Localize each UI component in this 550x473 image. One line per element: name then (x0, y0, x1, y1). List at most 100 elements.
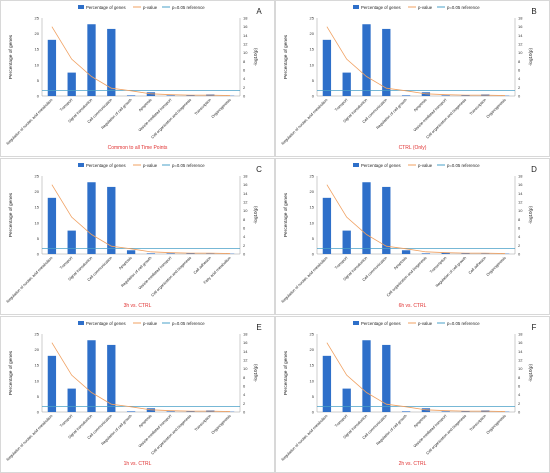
bar (67, 72, 76, 96)
y-tick-right: 10 (518, 50, 523, 55)
y-tick-right: 18 (518, 332, 523, 337)
panel-caption: 6h vs. CTRL (399, 303, 427, 309)
bar (322, 355, 332, 412)
panel-letter: E (256, 323, 261, 332)
legend-line-label: p-value (418, 5, 433, 10)
y-tick-right: 2 (518, 85, 521, 90)
y-tick-right: 4 (518, 392, 521, 397)
y-tick-right: 8 (518, 59, 521, 64)
y-tick-right: 14 (243, 191, 248, 196)
y-tick-left: 5 (312, 78, 315, 83)
panel-border (0, 0, 275, 157)
y-tick-right: 0 (518, 252, 521, 257)
bar (146, 253, 156, 254)
legend: Percentage of genes p-value p=0.05 referen… (78, 321, 205, 326)
p-value-line (51, 184, 231, 254)
y-axis-right-title: -log10(p) (253, 363, 258, 382)
p-value-line (326, 184, 506, 254)
legend-ref-label: p=0.05 reference (447, 321, 480, 326)
y-tick-right: 16 (518, 182, 523, 187)
y-tick-right: 6 (518, 384, 521, 389)
panel-letter: C (256, 165, 262, 174)
chart-panel: D Percentage of genes p-value p=0.05 refere… (275, 158, 550, 315)
bar (186, 411, 195, 412)
y-tick-left: 5 (312, 394, 315, 399)
y-tick-left: 15 (310, 47, 315, 52)
y-tick-right: 8 (518, 375, 521, 380)
bar (126, 411, 136, 412)
bar (401, 95, 411, 96)
legend: Percentage of genes p-value p=0.05 referen… (78, 5, 205, 10)
y-tick-left: 20 (35, 347, 40, 352)
y-tick-right: 4 (518, 76, 521, 81)
y-tick-left: 5 (37, 394, 40, 399)
y-axis-right-title: -log10(p) (528, 205, 533, 224)
y-tick-left: 20 (310, 31, 315, 36)
legend-bar-label: Percentage of genes (361, 163, 401, 168)
y-tick-left: 0 (312, 94, 315, 99)
legend-ref-label: p=0.05 reference (172, 321, 205, 326)
y-tick-right: 6 (518, 226, 521, 231)
y-tick-right: 16 (518, 24, 523, 29)
y-tick-right: 6 (243, 384, 246, 389)
legend: Percentage of genes p-value p=0.05 referen… (353, 321, 480, 326)
y-tick-right: 8 (243, 375, 246, 380)
legend: Percentage of genes p-value p=0.05 referen… (353, 5, 480, 10)
y-tick-left: 10 (35, 378, 40, 383)
p-value-line (326, 342, 506, 412)
bar (362, 182, 371, 254)
bar (166, 253, 175, 254)
y-tick-right: 18 (518, 174, 523, 179)
y-tick-left: 25 (35, 174, 40, 179)
bar (401, 250, 411, 254)
legend-bar-swatch (78, 5, 84, 9)
y-tick-left: 10 (310, 378, 315, 383)
p-value-line (51, 26, 231, 96)
y-tick-left: 0 (37, 94, 40, 99)
y-tick-right: 10 (243, 208, 248, 213)
y-tick-right: 10 (518, 208, 523, 213)
y-tick-left: 15 (310, 363, 315, 368)
y-tick-right: 14 (518, 191, 523, 196)
bar (461, 411, 470, 412)
y-tick-right: 4 (243, 76, 246, 81)
panel-caption: 1h vs. CTRL (124, 461, 152, 467)
y-axis-right-title: -log10(p) (253, 205, 258, 224)
legend-bar-swatch (353, 321, 359, 325)
bar (461, 253, 470, 254)
legend: Percentage of genes p-value p=0.05 referen… (353, 163, 480, 168)
y-tick-left: 10 (35, 220, 40, 225)
y-tick-right: 6 (243, 226, 246, 231)
legend: Percentage of genes p-value p=0.05 referen… (78, 163, 205, 168)
bar (342, 72, 351, 96)
y-tick-right: 12 (243, 358, 248, 363)
bar (87, 340, 96, 412)
y-tick-right: 0 (518, 94, 521, 99)
y-tick-right: 0 (243, 252, 246, 257)
y-tick-right: 12 (243, 42, 248, 47)
bar (87, 182, 96, 254)
legend-line-label: p-value (143, 163, 158, 168)
legend-bar-label: Percentage of genes (86, 5, 126, 10)
legend-bar-label: Percentage of genes (86, 163, 126, 168)
bar (87, 24, 96, 97)
y-tick-right: 14 (518, 349, 523, 354)
y-tick-right: 0 (518, 410, 521, 415)
y-tick-right: 14 (518, 33, 523, 38)
panel-border (275, 316, 550, 473)
y-axis-right-title: -log10(p) (528, 363, 533, 382)
y-axis-left-title: Percentage of genes (8, 350, 14, 395)
bar (322, 197, 332, 254)
panel-border (275, 0, 550, 157)
y-tick-right: 0 (243, 94, 246, 99)
legend-bar-swatch (78, 163, 84, 167)
y-tick-left: 20 (35, 31, 40, 36)
y-tick-left: 0 (312, 410, 315, 415)
y-tick-left: 10 (310, 220, 315, 225)
y-tick-left: 5 (37, 78, 40, 83)
legend-ref-label: p=0.05 reference (447, 5, 480, 10)
chart-panel: A Percentage of genes p-value p=0.05 refere… (0, 0, 275, 157)
y-tick-left: 5 (37, 236, 40, 241)
y-tick-right: 10 (243, 50, 248, 55)
